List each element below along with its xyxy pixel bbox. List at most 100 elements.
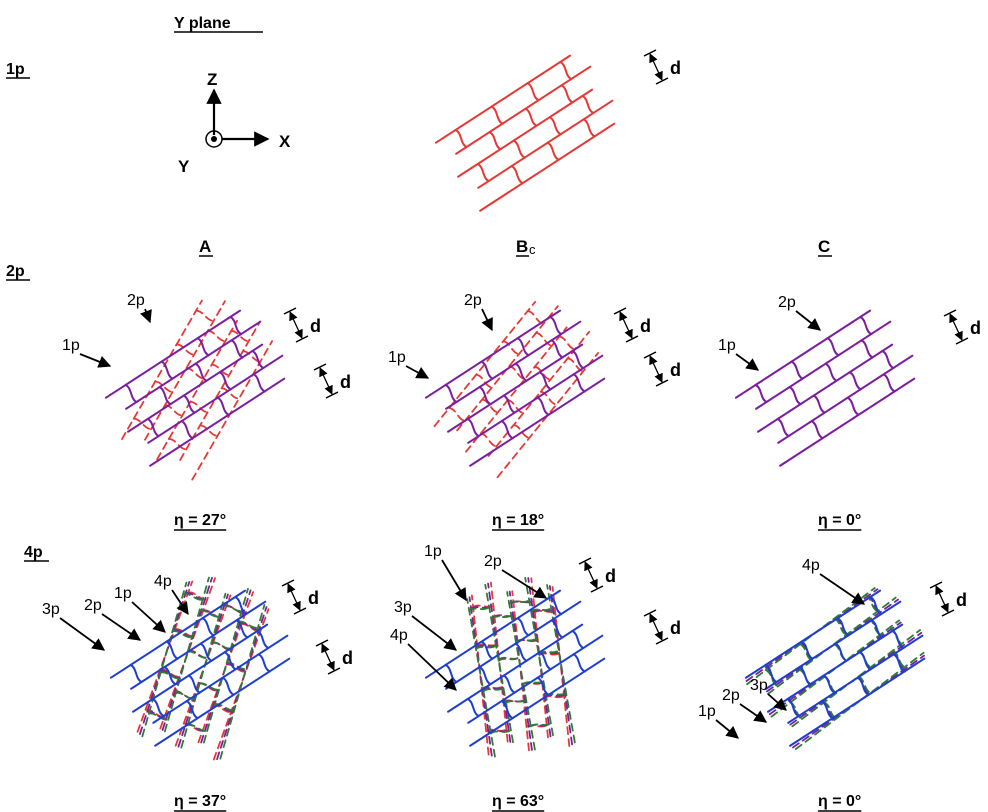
- grain-cross-boundary: [230, 339, 244, 359]
- grain-cross-boundary: [558, 335, 576, 351]
- grain-cross-boundary: [479, 432, 498, 448]
- grain-cross-boundary: [194, 362, 208, 382]
- grain-cross-boundary: [892, 653, 906, 673]
- svg-text:η = 63°: η = 63°: [492, 793, 544, 810]
- layer-label: 2p: [84, 597, 102, 614]
- grain-cross-boundary: [146, 417, 160, 437]
- spacing-d-marker: d: [281, 579, 319, 615]
- panel-2p-bc: d d 2p 1p: [388, 292, 681, 479]
- grain-cross-boundary: [213, 703, 236, 712]
- grain-cross-boundary: [235, 619, 249, 639]
- row-label-2p: 2p: [6, 263, 30, 281]
- grain-cross-boundary: [163, 666, 177, 686]
- grain-cross-boundary: [826, 337, 840, 357]
- grain-cross-boundary: [234, 595, 248, 616]
- layer-label: 2p: [778, 294, 796, 311]
- layer-pointer-4p: 4p: [154, 573, 189, 616]
- grain-cross-boundary: [147, 712, 170, 721]
- grain-cross-boundary: [571, 350, 585, 370]
- grain-cross-boundary: [538, 651, 552, 671]
- grain-cross-boundary: [159, 669, 181, 679]
- grain-boundary-line: [755, 320, 892, 410]
- grain-boundary-line: [149, 377, 286, 467]
- svg-text:1p: 1p: [6, 61, 25, 78]
- grain-layer-solid: [104, 309, 286, 467]
- grain-cross-boundary: [480, 360, 494, 380]
- grain-boundary-line: [144, 300, 226, 441]
- grain-cross-boundary: [182, 592, 204, 601]
- grain-cross-boundary: [225, 661, 248, 670]
- grain-boundary-line: [471, 594, 490, 756]
- grain-cross-boundary: [788, 386, 802, 406]
- grain-boundary-line: [147, 354, 284, 444]
- spacing-d-marker: d: [929, 581, 967, 617]
- grain-cross-boundary: [198, 609, 220, 618]
- grain-cross-boundary: [500, 700, 514, 720]
- grain-boundary-line: [479, 122, 616, 212]
- grain-boundary-line: [789, 631, 923, 726]
- grain-boundary-line: [548, 585, 574, 746]
- grain-layer-solid: [109, 589, 291, 747]
- layer-pointer-1p: 1p: [718, 337, 760, 371]
- grain-boundary-line: [467, 354, 604, 444]
- layer-pointer-2p: 2p: [484, 553, 548, 599]
- grain-cross-boundary: [497, 656, 520, 662]
- grain-cross-boundary: [466, 417, 480, 437]
- grain-boundary-line: [447, 623, 584, 713]
- grain-boundary-line: [777, 354, 914, 444]
- grain-cross-boundary: [859, 315, 873, 336]
- grain-cross-boundary: [790, 360, 804, 380]
- grain-cross-boundary: [848, 371, 862, 391]
- grain-cross-boundary: [158, 386, 172, 406]
- grain-cross-boundary: [798, 666, 812, 686]
- grain-cross-boundary: [538, 371, 552, 391]
- grain-layer-solid: [424, 589, 606, 747]
- layer-pointer-1p: 1p: [424, 543, 467, 602]
- grain-cross-boundary: [533, 365, 552, 381]
- layer-pointer-3p: 3p: [42, 601, 106, 651]
- grain-cross-boundary: [151, 697, 165, 717]
- grain-boundary-line: [180, 592, 227, 749]
- grain-cross-boundary: [512, 139, 526, 159]
- grain-cross-boundary: [529, 722, 552, 728]
- grain-cross-boundary: [516, 617, 530, 637]
- svg-text:η = 37°: η = 37°: [174, 793, 226, 810]
- panel-2p-c: d 2p 1p: [718, 294, 981, 467]
- grain-boundary-line: [467, 634, 604, 724]
- spacing-d-label: d: [670, 360, 681, 380]
- grain-cross-boundary: [444, 383, 458, 403]
- grain-cross-boundary: [820, 700, 834, 720]
- grain-cross-boundary: [514, 362, 528, 382]
- layer-pointer-1p: 1p: [388, 349, 430, 379]
- svg-text:Y plane: Y plane: [174, 15, 231, 32]
- grain-boundary-line: [456, 305, 559, 432]
- grain-cross-boundary: [225, 662, 247, 672]
- grain-boundary-line: [524, 576, 554, 737]
- layer-label: 3p: [42, 601, 60, 618]
- grain-cross-boundary: [891, 649, 906, 668]
- grain-boundary-line: [424, 309, 562, 399]
- grain-cross-boundary: [834, 642, 848, 662]
- grain-layer-solid: [744, 589, 926, 747]
- layer-pointer-2p: 2p: [722, 687, 768, 723]
- spacing-d-marker: d: [643, 609, 681, 645]
- grain-cross-boundary: [185, 700, 199, 720]
- column-header-bc: B c: [516, 237, 536, 257]
- grain-cross-boundary: [481, 398, 499, 414]
- grain-boundary-line: [161, 576, 213, 731]
- grain-cross-boundary: [560, 84, 574, 104]
- layer-label: 2p: [464, 292, 482, 309]
- grain-boundary-line: [477, 99, 614, 189]
- grain-boundary-line: [445, 320, 582, 410]
- spacing-d-marker: d: [315, 639, 353, 675]
- spacing-d-label: d: [340, 372, 351, 392]
- grain-cross-boundary: [502, 674, 516, 694]
- layer-pointer-2p: 2p: [464, 292, 493, 332]
- layer-pointer-1p: 1p: [698, 703, 739, 739]
- grain-cross-boundary: [764, 663, 778, 683]
- layer-pointer-1p: 1p: [114, 585, 166, 633]
- spacing-d-label: d: [310, 316, 321, 336]
- grain-cross-boundary: [196, 337, 210, 357]
- grain-boundary-line: [490, 581, 509, 743]
- grain-boundary-line: [791, 629, 922, 728]
